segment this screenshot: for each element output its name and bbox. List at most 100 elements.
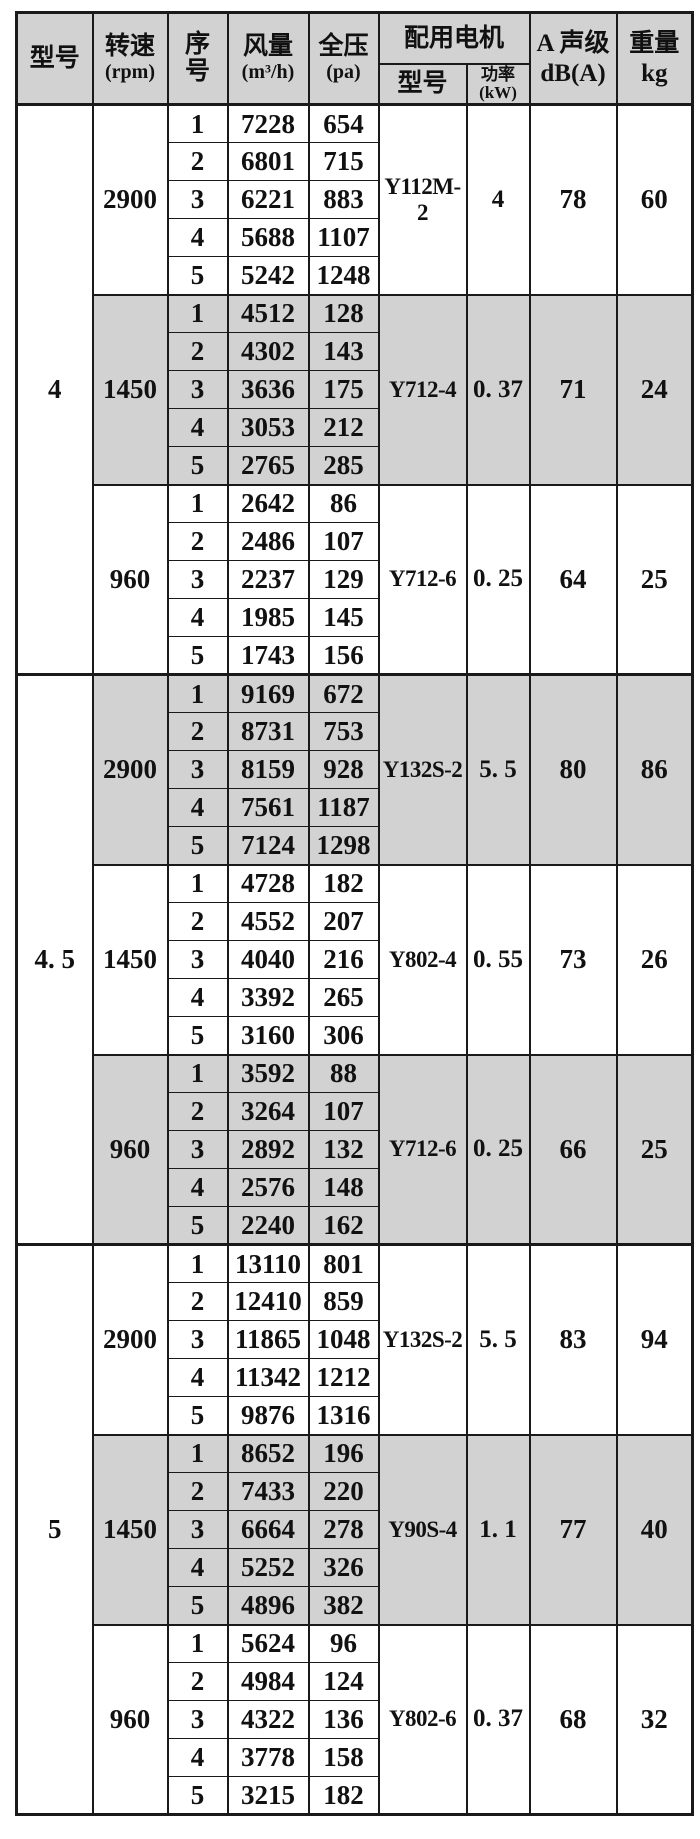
header-motor-model: 型号 [377, 62, 468, 106]
spec-row: 3 3636 175 [17, 370, 693, 409]
serial-cell: 5 [166, 826, 229, 865]
airflow-cell: 5242 [226, 256, 310, 295]
model-cell: 4 [15, 103, 94, 675]
serial-cell: 1 [166, 103, 229, 143]
motor-power-cell: 5. 5 [465, 673, 531, 865]
pressure-cell: 672 [307, 673, 380, 713]
spec-row: 4 2576 148 [17, 1168, 693, 1207]
airflow-cell: 4512 [226, 293, 310, 333]
spec-row: 2 4984 124 [17, 1662, 693, 1701]
pressure-cell: 1316 [307, 1396, 380, 1435]
header-motor-power: 功率 (kW) [465, 62, 531, 106]
serial-cell: 1 [166, 863, 229, 903]
spec-row: 2 8731 753 [17, 712, 693, 751]
spec-row: 4 11342 1212 [17, 1358, 693, 1397]
serial-cell: 3 [166, 1130, 229, 1169]
motor-model-cell: Y712-4 [377, 293, 468, 485]
header-airflow-label: 风量 [242, 32, 293, 60]
serial-cell: 3 [166, 180, 229, 219]
airflow-cell: 7124 [226, 826, 310, 865]
pressure-cell: 143 [307, 332, 380, 371]
pressure-cell: 285 [307, 446, 380, 485]
pressure-cell: 801 [307, 1243, 380, 1283]
header-noise: A 声级 dB(A) [528, 11, 618, 106]
pressure-cell: 1048 [307, 1320, 380, 1359]
airflow-cell: 4984 [226, 1662, 310, 1701]
airflow-cell: 3215 [226, 1776, 310, 1815]
pressure-cell: 145 [307, 598, 380, 637]
motor-power-cell: 0. 25 [465, 483, 531, 675]
serial-cell: 4 [166, 788, 229, 827]
table-body: 4 2900 1 7228 654 Y112M-2 4 78 60 2 6801 715 3 6221 88… [15, 103, 694, 1815]
airflow-cell: 2892 [226, 1130, 310, 1169]
airflow-cell: 5624 [226, 1623, 310, 1663]
weight-cell: 40 [615, 1433, 694, 1625]
speed-cell: 2900 [91, 673, 169, 865]
serial-cell: 3 [166, 1510, 229, 1549]
pressure-cell: 216 [307, 940, 380, 979]
speed-cell: 1450 [91, 293, 169, 485]
serial-cell: 3 [166, 560, 229, 599]
spec-row: 3 2237 129 [17, 560, 693, 599]
header-row-1: 型号 转速 (rpm) 序 号 风量 (m³/h) 全压 (pa) 配用电机 [15, 11, 694, 106]
header-row-2: 型号 功率 (kW) [17, 62, 693, 106]
airflow-cell: 2486 [226, 522, 310, 561]
speed-cell: 2900 [91, 1243, 169, 1435]
serial-cell: 4 [166, 1358, 229, 1397]
header-speed: 转速 (rpm) [91, 11, 169, 106]
model-cell: 5 [15, 1243, 94, 1815]
pressure-cell: 175 [307, 370, 380, 409]
serial-cell: 5 [166, 256, 229, 295]
pressure-cell: 128 [307, 293, 380, 333]
spec-row: 4 7561 1187 [17, 788, 693, 827]
airflow-cell: 5252 [226, 1548, 310, 1587]
spec-row: 4 3392 265 [17, 978, 693, 1017]
serial-cell: 3 [166, 940, 229, 979]
spec-row: 5 5242 1248 [17, 256, 693, 295]
serial-cell: 2 [166, 1662, 229, 1701]
header-speed-label: 转速 [104, 32, 155, 60]
airflow-cell: 3778 [226, 1738, 310, 1777]
weight-cell: 25 [615, 483, 694, 675]
airflow-cell: 1985 [226, 598, 310, 637]
spec-row: 3 4040 216 [17, 940, 693, 979]
airflow-cell: 6801 [226, 142, 310, 181]
pressure-cell: 158 [307, 1738, 380, 1777]
serial-cell: 3 [166, 370, 229, 409]
motor-power-cell: 1. 1 [465, 1433, 531, 1625]
motor-power-cell: 0. 25 [465, 1053, 531, 1245]
airflow-cell: 2576 [226, 1168, 310, 1207]
motor-power-cell: 4 [465, 103, 531, 295]
speed-cell: 2900 [91, 103, 169, 295]
airflow-cell: 7561 [226, 788, 310, 827]
pressure-cell: 859 [307, 1282, 380, 1321]
spec-row: 1450 1 4728 182 Y802-4 0. 55 73 26 [17, 863, 694, 1055]
motor-model-cell: Y802-4 [377, 863, 468, 1055]
airflow-cell: 4040 [226, 940, 310, 979]
noise-cell: 66 [528, 1053, 618, 1245]
pressure-cell: 88 [307, 1053, 380, 1093]
header-speed-unit: (rpm) [105, 61, 155, 84]
airflow-cell: 1743 [226, 636, 310, 675]
weight-cell: 32 [615, 1623, 694, 1815]
motor-power-cell: 0. 37 [465, 1623, 531, 1815]
spec-row: 2 3264 107 [17, 1092, 693, 1131]
serial-cell: 1 [166, 1623, 229, 1663]
header-airflow: 风量 (m³/h) [226, 11, 310, 106]
header-model: 型号 [15, 11, 94, 106]
serial-cell: 1 [166, 293, 229, 333]
spec-row: 4 5688 1107 [17, 218, 693, 257]
pressure-cell: 883 [307, 180, 380, 219]
airflow-cell: 2237 [226, 560, 310, 599]
pressure-cell: 753 [307, 712, 380, 751]
airflow-cell: 2765 [226, 446, 310, 485]
serial-cell: 5 [166, 1396, 229, 1435]
serial-cell: 4 [166, 1548, 229, 1587]
serial-cell: 5 [166, 1776, 229, 1815]
speed-cell: 1450 [91, 1433, 169, 1625]
serial-cell: 1 [166, 1433, 229, 1473]
serial-cell: 1 [166, 673, 229, 713]
pressure-cell: 715 [307, 142, 380, 181]
noise-cell: 78 [528, 103, 618, 295]
